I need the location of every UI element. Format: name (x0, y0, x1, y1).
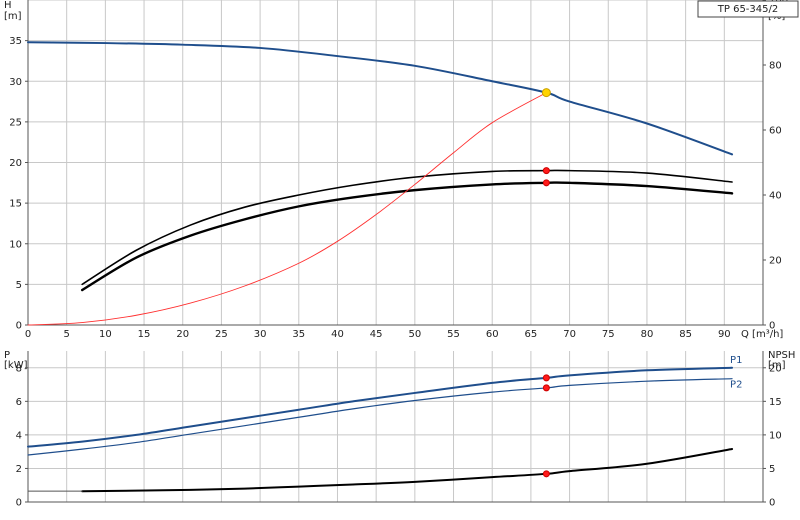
right-axis-unit: [m] (768, 360, 786, 371)
left-tick-label: 4 (16, 430, 22, 441)
x-tick-label: 25 (215, 329, 228, 340)
x-tick-label: 80 (641, 329, 654, 340)
right-tick-label: 15 (769, 397, 782, 408)
left-tick-label: 15 (9, 199, 22, 210)
left-tick-label: 30 (9, 77, 22, 88)
x-tick-label: 35 (292, 329, 305, 340)
x-tick-label: 70 (563, 329, 576, 340)
x-tick-label: 30 (254, 329, 267, 340)
series-label-p1: P1 (730, 355, 742, 366)
x-tick-label: 20 (176, 329, 189, 340)
duty-point-marker (542, 167, 550, 175)
duty-point-marker (542, 374, 550, 382)
series-line-0-1 (81, 169, 733, 286)
right-tick-label: 0 (769, 321, 775, 332)
duty-point-marker (541, 88, 551, 98)
x-tick-label: 55 (447, 329, 460, 340)
right-tick-label: 20 (769, 256, 782, 267)
x-tick-label: 60 (486, 329, 499, 340)
head-efficiency-panel: H[m]05101520253035eta[%]0204060801000510… (4, 0, 788, 340)
left-tick-label: 20 (9, 158, 22, 169)
left-tick-label: 0 (16, 321, 22, 332)
x-tick-label: 5 (63, 329, 69, 340)
series-line-0-2 (80, 181, 734, 292)
x-tick-label: 10 (99, 329, 112, 340)
right-tick-label: 10 (769, 430, 782, 441)
left-tick-label: 10 (9, 239, 22, 250)
left-axis-unit: [m] (4, 11, 22, 22)
left-axis-title: P (4, 350, 10, 361)
right-tick-label: 0 (769, 498, 775, 509)
right-tick-label: 60 (769, 126, 782, 137)
series-line-0-0 (27, 41, 734, 156)
right-axis-title: NPSH (768, 350, 795, 361)
right-tick-label: 80 (769, 61, 782, 72)
series-line-1-2 (81, 447, 734, 493)
x-tick-label: 40 (331, 329, 344, 340)
left-tick-label: 35 (9, 36, 22, 47)
x-tick-label: 90 (718, 329, 731, 340)
right-tick-label: 5 (769, 464, 775, 475)
duty-point-marker (542, 470, 550, 478)
x-tick-label: 45 (370, 329, 383, 340)
left-tick-label: 5 (16, 280, 22, 291)
power-npsh-panel: P[kW] 0 2 4 6 8 NPSH[m] 0 5 10 15 20 P1 P2 (4, 350, 795, 509)
title-box: TP 65-345/2 (697, 0, 799, 18)
left-tick-label: 6 (16, 397, 22, 408)
right-tick-label: 20 (769, 363, 782, 374)
left-tick-label: 8 (16, 363, 22, 374)
left-axis-unit: [kW] (4, 360, 28, 371)
series-label-p2: P2 (730, 380, 742, 391)
x-axis-label: Q [m³/h] (741, 329, 783, 340)
duty-point-marker (542, 179, 550, 187)
x-tick-label: 0 (25, 329, 31, 340)
x-tick-label: 50 (408, 329, 421, 340)
x-tick-label: 85 (679, 329, 692, 340)
left-tick-label: 0 (16, 498, 22, 509)
x-tick-label: 75 (602, 329, 615, 340)
duty-point-marker (542, 384, 550, 392)
series-line-0-3 (27, 92, 547, 326)
left-tick-label: 25 (9, 117, 22, 128)
x-tick-label: 65 (525, 329, 538, 340)
left-tick-label: 2 (16, 464, 22, 475)
series-line-p1 (27, 366, 734, 448)
left-axis-title: H (4, 0, 12, 11)
chart-title: TP 65-345/2 (717, 4, 778, 15)
x-tick-label: 15 (138, 329, 151, 340)
series-line-p2 (27, 378, 733, 456)
right-tick-label: 40 (769, 191, 782, 202)
